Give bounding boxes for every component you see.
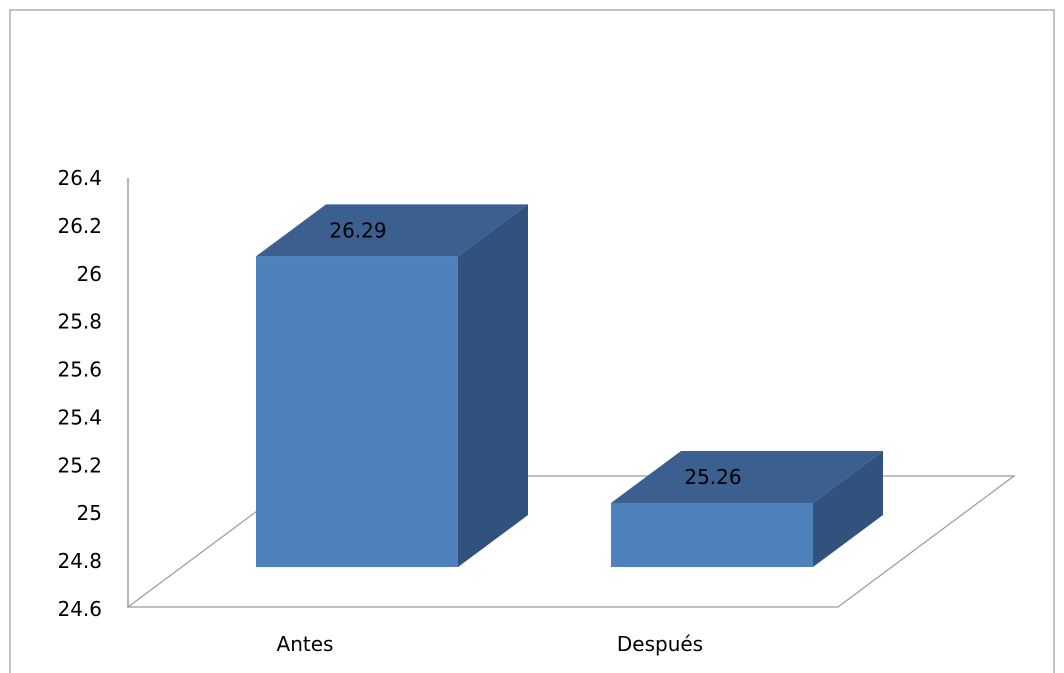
bar-front-face xyxy=(256,256,458,567)
data-label: 25.26 xyxy=(684,465,741,489)
bar-después: 25.26 xyxy=(611,450,883,567)
y-tick-label: 25.2 xyxy=(57,453,102,477)
bar-antes: 26.29 xyxy=(256,204,528,568)
chart-frame xyxy=(9,9,1055,673)
bar-side-face xyxy=(813,450,883,567)
bar-top-face xyxy=(611,450,883,503)
category-label: Después xyxy=(617,632,703,656)
y-tick-label: 25.6 xyxy=(57,358,102,382)
bar-front-face xyxy=(611,502,813,567)
category-labels: Antes Después xyxy=(277,632,704,656)
y-tick-label: 25.4 xyxy=(57,405,102,429)
bar-top-face xyxy=(256,204,528,257)
y-tick-label: 26.2 xyxy=(57,214,102,238)
data-label: 26.29 xyxy=(329,218,386,242)
bar-side-face xyxy=(458,204,528,568)
y-tick-label: 25 xyxy=(77,501,102,525)
category-label: Antes xyxy=(277,632,334,656)
bars: 26.29 25.26 xyxy=(256,204,883,568)
y-tick-label: 25.8 xyxy=(57,310,102,334)
floor-plane xyxy=(126,475,1016,608)
y-tick-label: 24.8 xyxy=(57,549,102,573)
y-tick-label: 26.4 xyxy=(57,166,102,190)
y-tick-label: 26 xyxy=(77,262,102,286)
y-tick-label: 24.6 xyxy=(57,597,102,621)
y-axis-tick-labels: 24.6 24.8 25 25.2 25.4 25.6 25.8 26 26.2 26.4 xyxy=(57,166,102,621)
